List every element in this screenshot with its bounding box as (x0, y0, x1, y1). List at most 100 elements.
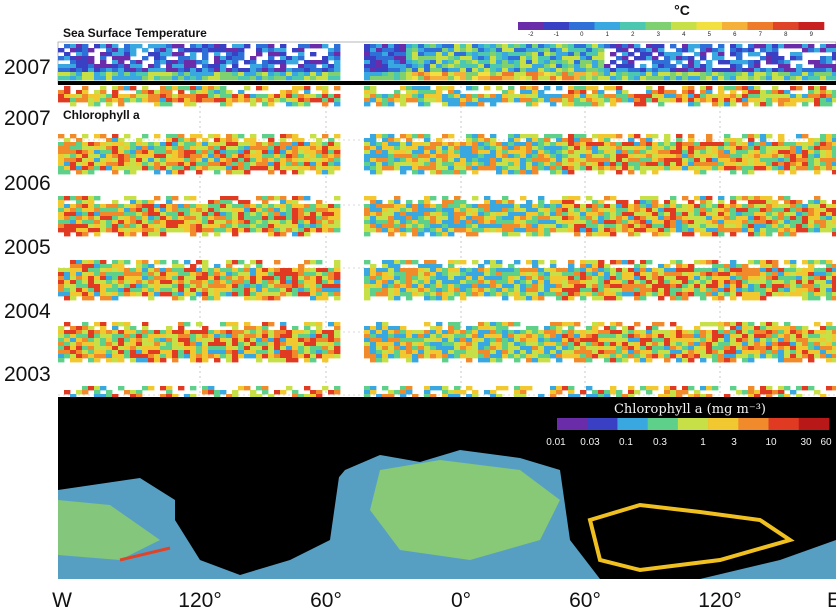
chl-cell (814, 142, 821, 147)
chl-cell (520, 208, 527, 213)
chl-cell (82, 220, 89, 225)
chl-cell (700, 204, 707, 209)
chl-cell (646, 224, 653, 229)
chl-cell (202, 272, 209, 277)
chl-cell (562, 296, 569, 301)
chl-cell (814, 102, 821, 107)
chl-cell (154, 330, 161, 335)
sst-cell (196, 60, 203, 65)
chl-cell (118, 350, 125, 355)
sst-cell (172, 72, 179, 77)
chl-cell (478, 276, 485, 281)
chl-cell (598, 154, 605, 159)
chl-cell (658, 292, 665, 297)
chl-cell (448, 276, 455, 281)
chl-cell (778, 94, 785, 99)
sst-cell (538, 48, 545, 53)
chl-cell (748, 220, 755, 225)
chl-cell (274, 228, 281, 233)
chl-cell (442, 200, 449, 205)
chl-cell (610, 232, 617, 237)
chl-cell (490, 272, 497, 277)
chl-cell (574, 158, 581, 163)
chl-cell (598, 166, 605, 171)
chl-cell (628, 142, 635, 147)
sst-cell (238, 56, 245, 61)
chl-cell (442, 208, 449, 213)
chl-cell (622, 208, 629, 213)
chl-cell (124, 322, 131, 327)
sst-cell (82, 64, 89, 69)
chl-cell (646, 208, 653, 213)
chl-cell (292, 220, 299, 225)
sst-cell (814, 60, 821, 65)
sst-cell (784, 64, 791, 69)
chl-cell (148, 146, 155, 151)
chl-cell (532, 158, 539, 163)
chl-cell (232, 232, 239, 237)
chl-cell (178, 268, 185, 273)
chl-cell (544, 166, 551, 171)
sst-cell (364, 56, 371, 61)
sst-cell (772, 44, 779, 49)
chl-cell (538, 142, 545, 147)
chl-cell (778, 268, 785, 273)
chl-cell (364, 224, 371, 229)
chl-cell (190, 224, 197, 229)
sst-cell (280, 76, 287, 81)
chl-cell (520, 268, 527, 273)
chl-cell (232, 94, 239, 99)
chl-cell (370, 200, 377, 205)
chl-cell (790, 224, 797, 229)
chl-cell (364, 280, 371, 285)
chl-cell (316, 280, 323, 285)
chl-cell (76, 338, 83, 343)
chl-cell (334, 260, 341, 265)
chl-cell (556, 158, 563, 163)
sst-cell (460, 56, 467, 61)
chl-cell (220, 200, 227, 205)
sst-cell (154, 44, 161, 49)
chl-cell (712, 228, 719, 233)
chl-cell (208, 284, 215, 289)
chl-cell (718, 216, 725, 221)
chl-cell (268, 268, 275, 273)
chl-cell (646, 86, 653, 91)
chl-cell (148, 220, 155, 225)
chl-cell (706, 200, 713, 205)
chl-cell (472, 134, 479, 139)
sst-cell (724, 72, 731, 77)
chl-cell (280, 204, 287, 209)
sst-cell (412, 76, 419, 81)
chl-cell (670, 212, 677, 217)
sst-cell (322, 44, 329, 49)
sst-cell (424, 56, 431, 61)
chl-cell (418, 142, 425, 147)
sst-cell (226, 76, 233, 81)
sst-cell (652, 64, 659, 69)
chl-cell (100, 322, 107, 327)
chl-cell (658, 272, 665, 277)
chl-cell (310, 208, 317, 213)
sst-cell (640, 76, 647, 81)
chl-cell (388, 154, 395, 159)
chl-cell (670, 216, 677, 221)
chl-cell (190, 350, 197, 355)
sst-cell (808, 72, 815, 77)
sst-cell (736, 76, 743, 81)
chl-cell (724, 220, 731, 225)
chl-cell (586, 284, 593, 289)
chl-cell (550, 220, 557, 225)
sst-cell (220, 68, 227, 73)
chl-cell (238, 204, 245, 209)
chl-cell (148, 272, 155, 277)
sst-cell (70, 68, 77, 73)
chl-cell (310, 94, 317, 99)
chl-cell (688, 94, 695, 99)
chl-cell (370, 146, 377, 151)
chl-cell (166, 212, 173, 217)
chl-cell (274, 142, 281, 147)
chl-cell (454, 166, 461, 171)
chl-cell (436, 142, 443, 147)
chl-cell (184, 142, 191, 147)
